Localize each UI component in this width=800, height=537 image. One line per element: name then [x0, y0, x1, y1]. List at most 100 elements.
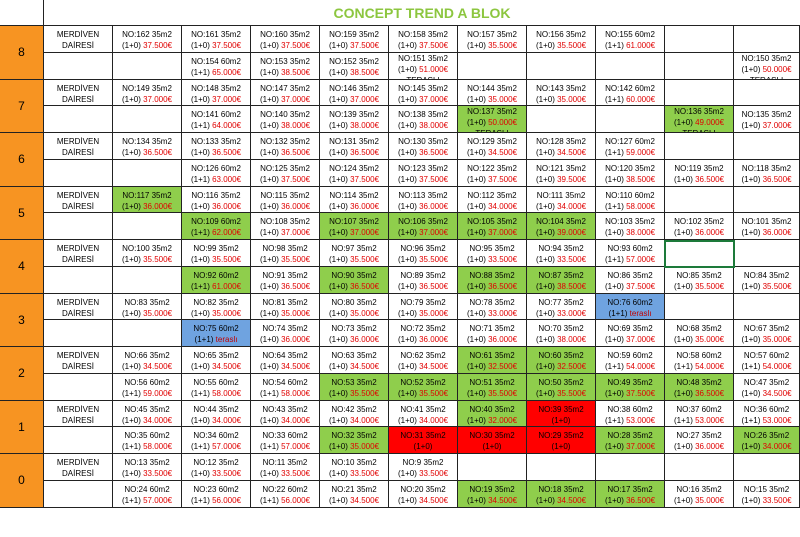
empty-cell[interactable] [734, 240, 800, 267]
unit-cell[interactable]: NO:116 35m2 (1+0) 36.000€ [182, 186, 251, 214]
unit-cell[interactable]: NO:11 35m2 (1+0) 33.500€ [251, 454, 320, 481]
unit-cell[interactable]: NO:51 35m2 (1+0) 35.500€ [458, 373, 527, 401]
unit-cell[interactable]: NO:137 35m2(1+0) 50.000€TERASLI [458, 106, 527, 133]
empty-cell[interactable] [734, 454, 800, 481]
unit-cell[interactable]: NO:49 35m2 (1+0) 37.500€ [596, 373, 665, 401]
stair-cell[interactable]: MERDİVEN DAİRESİ [44, 347, 113, 374]
unit-cell[interactable]: NO:9 35m2 (1+0) 33.500€ [389, 454, 458, 481]
unit-cell[interactable]: NO:58 60m2 (1+1) 54.000€ [665, 347, 734, 374]
unit-cell[interactable]: NO:93 60m2 (1+1) 57.000€ [596, 240, 665, 267]
unit-cell[interactable]: NO:47 35m2 (1+0) 34.500€ [734, 373, 800, 401]
stair-cell[interactable]: MERDİVEN DAİRESİ [44, 454, 113, 481]
unit-cell[interactable]: NO:52 35m2 (1+0) 35.500€ [389, 373, 458, 401]
unit-cell[interactable]: NO:138 35m2 (1+0) 38.000€ [389, 106, 458, 133]
unit-cell[interactable]: NO:155 60m2 (1+1) 61.000€ [596, 26, 665, 53]
unit-cell[interactable]: NO:12 35m2 (1+0) 33.500€ [182, 454, 251, 481]
unit-cell[interactable]: NO:160 35m2 (1+0) 37.500€ [251, 26, 320, 53]
unit-cell[interactable]: NO:88 35m2 (1+0) 36.500€ [458, 266, 527, 294]
unit-cell[interactable]: NO:157 35m2 (1+0) 35.500€ [458, 26, 527, 53]
unit-cell[interactable]: NO:132 35m2 (1+0) 36.500€ [251, 133, 320, 160]
unit-cell[interactable]: NO:84 35m2 (1+0) 35.500€ [734, 266, 800, 294]
unit-cell[interactable]: NO:66 35m2 (1+0) 34.500€ [113, 347, 182, 374]
unit-cell[interactable]: NO:101 35m2 (1+0) 36.000€ [734, 213, 800, 240]
unit-cell[interactable]: NO:115 35m2 (1+0) 36.000€ [251, 186, 320, 214]
unit-cell[interactable]: NO:28 35m2 (1+0) 37.000€ [596, 427, 665, 454]
empty-cell[interactable] [44, 480, 113, 508]
unit-cell[interactable]: NO:107 35m2 (1+0) 37.000€ [320, 213, 389, 240]
unit-cell[interactable]: NO:20 35m2 (1+0) 34.500€ [389, 480, 458, 508]
unit-cell[interactable]: NO:68 35m2 (1+0) 35.000€ [665, 320, 734, 347]
unit-cell[interactable]: NO:74 35m2 (1+0) 36.000€ [251, 320, 320, 347]
unit-cell[interactable]: NO:24 60m2 (1+1) 57.000€ [113, 480, 182, 508]
unit-cell[interactable]: NO:50 35m2 (1+0) 35.500€ [527, 373, 596, 401]
empty-cell[interactable] [665, 454, 734, 481]
unit-cell[interactable]: NO:15 35m2 (1+0) 33.500€ [734, 480, 800, 508]
unit-cell[interactable]: NO:95 35m2 (1+0) 33.500€ [458, 240, 527, 267]
unit-cell[interactable]: NO:111 35m2 (1+0) 34.000€ [527, 186, 596, 214]
unit-cell[interactable]: NO:36 60m2 (1+1) 53.000€ [734, 400, 800, 428]
unit-cell[interactable]: NO:147 35m2 (1+0) 37.000€ [251, 79, 320, 107]
unit-cell[interactable]: NO:156 35m2 (1+0) 35.500€ [527, 26, 596, 53]
unit-cell[interactable]: NO:154 60m2 (1+1) 65.000€ [182, 52, 251, 80]
unit-cell[interactable]: NO:29 35m2 (1+0) [527, 427, 596, 454]
unit-cell[interactable]: NO:43 35m2 (1+0) 34.000€ [251, 400, 320, 428]
unit-cell[interactable]: NO:161 35m2 (1+0) 37.500€ [182, 26, 251, 53]
empty-cell[interactable] [44, 266, 113, 294]
floor-label[interactable]: 4 [0, 240, 44, 294]
unit-cell[interactable]: NO:79 35m2 (1+0) 35.000€ [389, 293, 458, 321]
empty-cell[interactable] [734, 79, 800, 107]
unit-cell[interactable]: NO:62 35m2 (1+0) 34.500€ [389, 347, 458, 374]
empty-cell[interactable] [44, 427, 113, 454]
unit-cell[interactable]: NO:44 35m2 (1+0) 34.000€ [182, 400, 251, 428]
empty-cell[interactable] [665, 133, 734, 160]
unit-cell[interactable]: NO:42 35m2 (1+0) 34.000€ [320, 400, 389, 428]
unit-cell[interactable]: NO:76 60m2 (1+1) teraslı [596, 293, 665, 321]
unit-cell[interactable]: NO:55 60m2 (1+1) 58.000€ [182, 373, 251, 401]
unit-cell[interactable]: NO:139 35m2 (1+0) 38.000€ [320, 106, 389, 133]
unit-cell[interactable]: NO:145 35m2 (1+0) 37.000€ [389, 79, 458, 107]
unit-cell[interactable]: NO:35 60m2 (1+1) 58.000€ [113, 427, 182, 454]
empty-cell[interactable] [113, 213, 182, 240]
empty-cell[interactable] [44, 213, 113, 240]
unit-cell[interactable]: NO:34 60m2 (1+1) 57.000€ [182, 427, 251, 454]
unit-cell[interactable]: NO:97 35m2 (1+0) 35.500€ [320, 240, 389, 267]
unit-cell[interactable]: NO:33 60m2 (1+1) 57.000€ [251, 427, 320, 454]
unit-cell[interactable]: NO:82 35m2 (1+0) 35.000€ [182, 293, 251, 321]
empty-cell[interactable] [458, 454, 527, 481]
empty-cell[interactable] [527, 106, 596, 133]
unit-cell[interactable]: NO:104 35m2 (1+0) 39.000€ [527, 213, 596, 240]
unit-cell[interactable]: NO:113 35m2 (1+0) 36.000€ [389, 186, 458, 214]
unit-cell[interactable]: NO:153 35m2 (1+0) 38.500€ [251, 52, 320, 80]
unit-cell[interactable]: NO:150 35m2(1+0) 50.000€TERASLI [734, 52, 800, 80]
empty-cell[interactable] [665, 52, 734, 80]
empty-cell[interactable] [113, 320, 182, 347]
unit-cell[interactable]: NO:10 35m2 (1+0) 33.500€ [320, 454, 389, 481]
unit-cell[interactable]: NO:144 35m2 (1+0) 35.000€ [458, 79, 527, 107]
unit-cell[interactable]: NO:45 35m2 (1+0) 34.000€ [113, 400, 182, 428]
unit-cell[interactable]: NO:39 35m2 (1+0) [527, 400, 596, 428]
unit-cell[interactable]: NO:158 35m2 (1+0) 37.500€ [389, 26, 458, 53]
unit-cell[interactable]: NO:27 35m2 (1+0) 36.000€ [665, 427, 734, 454]
stair-cell[interactable]: MERDİVEN DAİRESİ [44, 186, 113, 214]
unit-cell[interactable]: NO:13 35m2 (1+0) 33.500€ [113, 454, 182, 481]
unit-cell[interactable]: NO:64 35m2 (1+0) 34.500€ [251, 347, 320, 374]
unit-cell[interactable]: NO:96 35m2 (1+0) 35.500€ [389, 240, 458, 267]
unit-cell[interactable]: NO:61 35m2 (1+0) 32.500€ [458, 347, 527, 374]
unit-cell[interactable]: NO:131 35m2 (1+0) 36.500€ [320, 133, 389, 160]
unit-cell[interactable]: NO:117 35m2 (1+0) 36.000€ [113, 186, 182, 214]
unit-cell[interactable]: NO:133 35m2 (1+0) 36.500€ [182, 133, 251, 160]
unit-cell[interactable]: NO:78 35m2 (1+0) 33.000€ [458, 293, 527, 321]
unit-cell[interactable]: NO:136 35m2(1+0) 49.000€TERASLI [665, 106, 734, 133]
empty-cell[interactable] [44, 320, 113, 347]
unit-cell[interactable]: NO:105 35m2 (1+0) 37.000€ [458, 213, 527, 240]
unit-cell[interactable]: NO:92 60m2 (1+1) 61.000€ [182, 266, 251, 294]
unit-cell[interactable]: NO:112 35m2 (1+0) 34.000€ [458, 186, 527, 214]
unit-cell[interactable]: NO:41 35m2 (1+0) 34.000€ [389, 400, 458, 428]
unit-cell[interactable]: NO:114 35m2 (1+0) 36.000€ [320, 186, 389, 214]
empty-cell[interactable] [596, 52, 665, 80]
empty-cell[interactable] [734, 186, 800, 214]
stair-cell[interactable]: MERDİVEN DAİRESİ [44, 79, 113, 107]
unit-cell[interactable]: NO:99 35m2 (1+0) 35.500€ [182, 240, 251, 267]
unit-cell[interactable]: NO:63 35m2 (1+0) 34.500€ [320, 347, 389, 374]
unit-cell[interactable]: NO:30 35m2 (1+0) [458, 427, 527, 454]
